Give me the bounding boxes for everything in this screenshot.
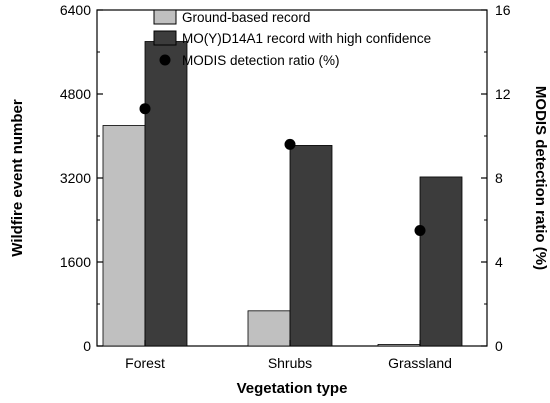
legend-swatch-ground [153,9,177,25]
y2-tick-label: 4 [495,254,503,270]
legend-label-ratio: MODIS detection ratio (%) [182,53,340,68]
y-tick-label: 3200 [60,170,91,186]
y-tick-label: 6400 [60,2,91,18]
bar-grassland-ground [377,344,421,347]
y2-axis-title: MODIS detection ratio (%) [532,86,549,270]
y2-tick-label: 8 [495,170,503,186]
points-group [139,103,426,236]
legend-label-modis: MO(Y)D14A1 record with high confidence [182,31,431,46]
ratio-point-shrubs [284,138,296,150]
y2-tick-label: 12 [495,86,511,102]
x-tick-label: Forest [125,355,165,371]
left-axis-ticks: 0 1600 3200 4800 6400 [60,2,103,354]
legend-swatch-modis [153,30,177,46]
bar-forest-modis [144,41,188,347]
y-tick-label: 1600 [60,254,91,270]
bar-shrubs-modis [289,145,333,347]
bar-shrubs-ground [247,310,291,347]
y2-tick-label: 0 [495,338,503,354]
x-axis-title: Vegetation type [237,380,348,397]
legend: Ground-based record MO(Y)D14A1 record wi… [153,9,431,68]
bar-grassland-modis [419,176,463,347]
x-tick-label: Shrubs [268,355,312,371]
legend-marker-ratio [159,54,171,66]
legend-label-ground: Ground-based record [182,10,310,25]
y-tick-label: 4800 [60,86,91,102]
ratio-point-forest [139,103,151,115]
y2-tick-label: 16 [495,2,511,18]
y-axis-title: Wildfire event number [9,99,26,257]
x-axis-ticks: Forest Shrubs Grassland [125,340,452,371]
ratio-point-grassland [414,225,426,236]
bar-forest-ground [102,125,146,347]
y-tick-label: 0 [83,338,91,354]
x-tick-label: Grassland [388,355,452,371]
right-axis-ticks: 0 4 8 12 16 [481,2,511,354]
